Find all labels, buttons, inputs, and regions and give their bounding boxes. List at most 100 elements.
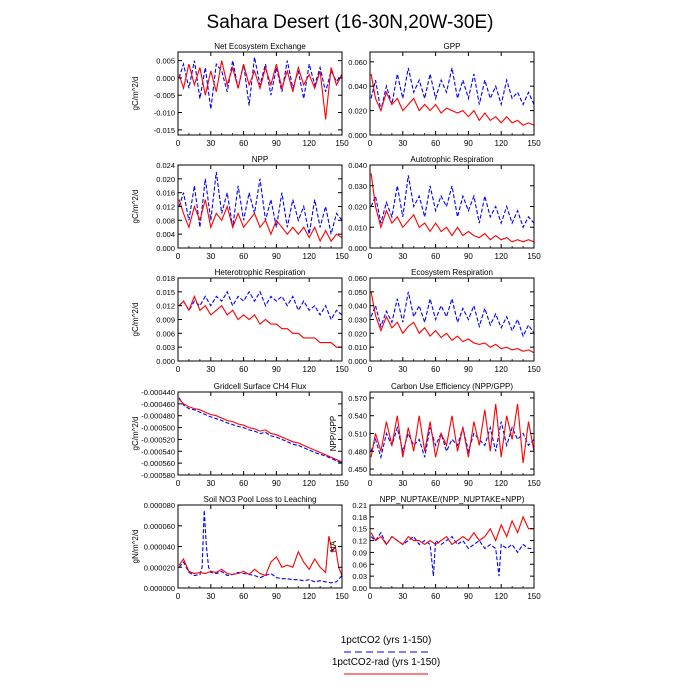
x-tick-label: 150	[527, 479, 541, 488]
y-tick-label: 0.000080	[144, 501, 175, 510]
x-tick-label: 90	[272, 252, 281, 261]
series-line-red	[370, 291, 534, 354]
y-tick-label: 0.21	[352, 501, 367, 510]
x-tick-label: 150	[335, 479, 349, 488]
chart-title: Autotrophic Respiration	[410, 155, 493, 164]
y-tick-label: -0.000520	[141, 435, 175, 444]
x-tick-label: 0	[176, 365, 181, 374]
x-tick-label: 30	[398, 479, 407, 488]
x-tick-label: 150	[335, 252, 349, 261]
plot-frame	[177, 391, 343, 476]
chart-title: Heterotrophic Respiration	[215, 268, 306, 277]
y-tick-label: -0.005	[154, 91, 175, 100]
y-tick-label: -0.000500	[141, 424, 175, 433]
y-axis-label: NPP/GPP	[329, 416, 338, 452]
series-line-blue	[178, 171, 342, 235]
y-tick-label: 0.03	[352, 572, 367, 581]
y-tick-label: 0.020	[156, 175, 175, 184]
y-tick-label: -0.000560	[141, 459, 175, 468]
y-tick-label: 0.060	[348, 58, 367, 67]
x-tick-label: 30	[206, 365, 215, 374]
y-tick-label: 0.000	[348, 357, 367, 366]
chart-panel-9: 0 30 60 90 120 150 0.000000 0.000020 0.000040 0.0…	[131, 495, 349, 601]
chart-title: Carbon Use Efficiency (NPP/GPP)	[391, 382, 513, 391]
x-tick-label: 0	[176, 479, 181, 488]
series-line-red	[370, 515, 534, 546]
x-tick-label: 60	[431, 592, 440, 601]
y-tick-label: 0.12	[352, 537, 367, 546]
series-line-red	[178, 294, 342, 348]
series-line-red	[370, 173, 534, 243]
x-tick-label: 30	[206, 479, 215, 488]
x-tick-label: 90	[464, 139, 473, 148]
chart-panel-4: 0 30 60 90 120 150 0.000 0.010 0.020 0.030 0.040 Au…	[348, 155, 541, 261]
chart-panel-2: 0 30 60 90 120 150 0.000 0.020 0.040 0.060 GPP	[348, 42, 541, 148]
y-tick-label: 0.000	[156, 357, 175, 366]
x-tick-label: 120	[303, 139, 317, 148]
y-tick-label: 0.570	[348, 394, 367, 403]
y-tick-label: 0.000	[348, 131, 367, 140]
x-tick-label: 120	[303, 252, 317, 261]
y-tick-label: 0.020	[348, 203, 367, 212]
x-tick-label: 90	[464, 592, 473, 601]
series-line-blue	[178, 510, 342, 584]
x-tick-label: 150	[527, 592, 541, 601]
x-tick-label: 60	[239, 365, 248, 374]
x-tick-label: 0	[368, 479, 373, 488]
x-tick-label: 60	[239, 252, 248, 261]
x-tick-label: 60	[239, 592, 248, 601]
y-tick-label: 0.540	[348, 412, 367, 421]
x-tick-label: 150	[527, 252, 541, 261]
legend-label-1: 1pctCO2 (yrs 1-150)	[341, 635, 432, 646]
x-tick-label: 60	[239, 139, 248, 148]
x-tick-label: 0	[176, 592, 181, 601]
x-tick-label: 150	[335, 365, 349, 374]
x-tick-label: 90	[464, 252, 473, 261]
series-line-blue	[370, 175, 534, 229]
x-tick-label: 120	[495, 592, 509, 601]
x-tick-label: 0	[368, 592, 373, 601]
series-line-blue	[178, 57, 342, 110]
chart-panel-10: 0 30 60 90 120 1500.000.030.060.090.120.150.1…	[329, 495, 541, 601]
series-line-red	[370, 73, 534, 126]
y-tick-label: -0.010	[154, 109, 175, 118]
y-tick-label: 0.016	[156, 189, 175, 198]
x-tick-label: 120	[495, 365, 509, 374]
y-tick-label: -0.015	[154, 126, 175, 135]
y-tick-label: 0.006	[156, 329, 175, 338]
chart-panel-6: 0 30 60 90 120 150 0.000 0.010 0.020 0.030 0.040 0.…	[348, 268, 541, 374]
x-tick-label: 60	[431, 252, 440, 261]
y-tick-label: 0.030	[348, 316, 367, 325]
plot-frame	[177, 277, 343, 362]
y-tick-label: 0.012	[156, 203, 175, 212]
y-tick-label: 0.040	[348, 161, 367, 170]
y-tick-label: 0.18	[352, 513, 367, 522]
chart-panel-1: 0 30 60 90 120 150 -0.015 -0.010 -0.005 0.000 0.00…	[131, 42, 349, 148]
y-tick-label: 0.06	[352, 560, 367, 569]
y-tick-label: 0.010	[348, 223, 367, 232]
y-tick-label: 0.15	[352, 525, 367, 534]
x-tick-label: 0	[176, 252, 181, 261]
y-tick-label: -0.000540	[141, 447, 175, 456]
series-line-blue	[178, 397, 342, 464]
y-tick-label: 0.000020	[144, 563, 175, 572]
y-tick-label: 0.018	[156, 274, 175, 283]
y-axis-label: gC/m^2/d	[131, 77, 140, 111]
x-tick-label: 90	[464, 365, 473, 374]
series-line-blue	[370, 291, 534, 338]
y-tick-label: 0.003	[156, 343, 175, 352]
x-tick-label: 0	[368, 252, 373, 261]
x-tick-label: 0	[368, 139, 373, 148]
y-tick-label: -0.000480	[141, 412, 175, 421]
series-line-blue	[178, 290, 342, 321]
y-axis-label: gC/m^2/d	[131, 417, 140, 451]
y-tick-label: 0.480	[348, 447, 367, 456]
series-line-blue	[370, 421, 534, 460]
x-tick-label: 0	[368, 365, 373, 374]
y-tick-label: 0.00	[352, 584, 367, 593]
y-tick-label: 0.09	[352, 548, 367, 557]
chart-title: Soil NO3 Pool Loss to Leaching	[204, 495, 317, 504]
plot-frame	[369, 51, 535, 136]
y-tick-label: 0.000	[156, 74, 175, 83]
